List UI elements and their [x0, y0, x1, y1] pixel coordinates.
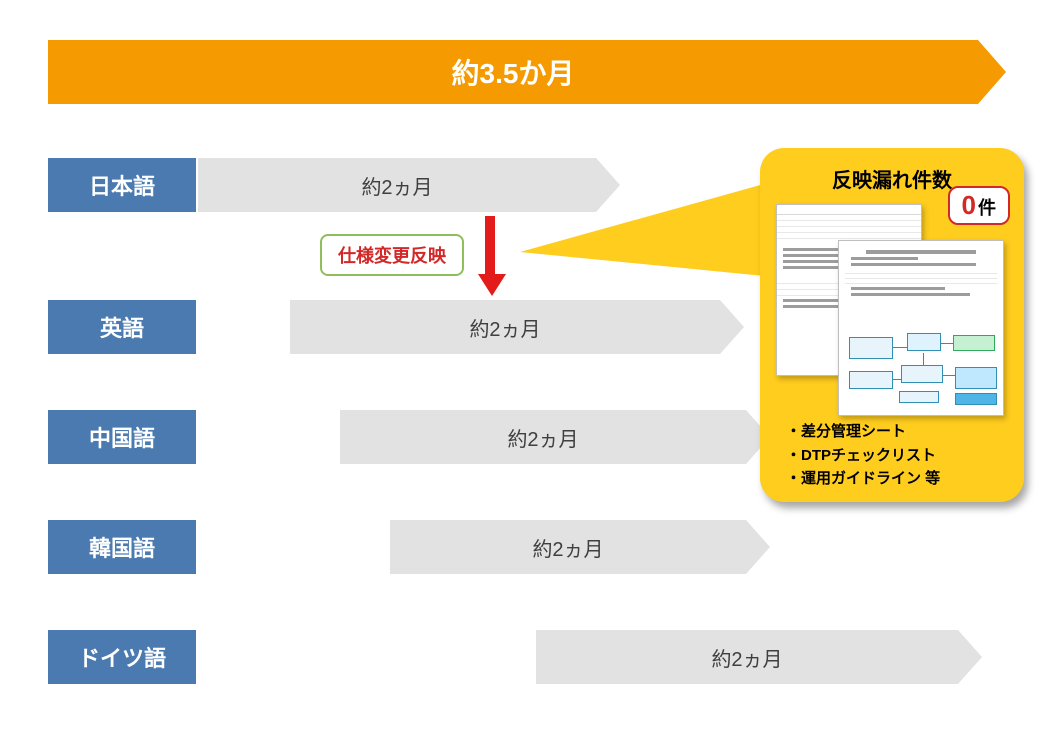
duration-label: 約2ヵ月	[290, 300, 720, 354]
duration-label: 約2ヵ月	[340, 410, 746, 464]
duration-label: 約2ヵ月	[390, 520, 746, 574]
lang-label: 日本語	[48, 158, 196, 212]
duration-arrow: 約2ヵ月	[340, 410, 770, 464]
bullet-item: ・DTPチェックリスト	[786, 444, 940, 467]
arrow-head-icon	[978, 40, 1006, 104]
lang-label: ドイツ語	[48, 630, 196, 684]
total-duration-label: 約3.5か月	[48, 40, 978, 104]
duration-arrow: 約2ヵ月	[390, 520, 770, 574]
sheet-front	[838, 240, 1004, 416]
spec-change-arrow	[478, 216, 502, 296]
document-thumbnails	[776, 204, 1004, 414]
lang-label: 英語	[48, 300, 196, 354]
arrow-shaft-icon	[485, 216, 495, 274]
lang-label: 中国語	[48, 410, 196, 464]
callout-bullets: ・差分管理シート ・DTPチェックリスト ・運用ガイドライン 等	[786, 420, 940, 490]
result-callout: 反映漏れ件数 0件	[760, 148, 1024, 502]
arrow-head-icon	[720, 300, 744, 354]
lang-label: 韓国語	[48, 520, 196, 574]
arrow-head-icon	[958, 630, 982, 684]
duration-arrow: 約2ヵ月	[536, 630, 982, 684]
flowchart-thumb	[845, 327, 997, 409]
spec-change-label: 仕様変更反映	[338, 246, 446, 266]
duration-label: 約2ヵ月	[198, 158, 596, 212]
arrow-head-icon	[596, 158, 620, 212]
spec-change-pill: 仕様変更反映	[320, 234, 464, 276]
duration-arrow: 約2ヵ月	[198, 158, 620, 212]
arrow-head-icon	[746, 520, 770, 574]
arrow-tip-icon	[478, 274, 506, 296]
bullet-item: ・運用ガイドライン 等	[786, 467, 940, 490]
duration-label: 約2ヵ月	[536, 630, 958, 684]
bullet-item: ・差分管理シート	[786, 420, 940, 443]
duration-arrow: 約2ヵ月	[290, 300, 744, 354]
timeline-diagram: { "layout": { "canvas_width": 1058, "can…	[0, 0, 1058, 756]
total-duration-arrow: 約3.5か月	[48, 40, 1006, 104]
